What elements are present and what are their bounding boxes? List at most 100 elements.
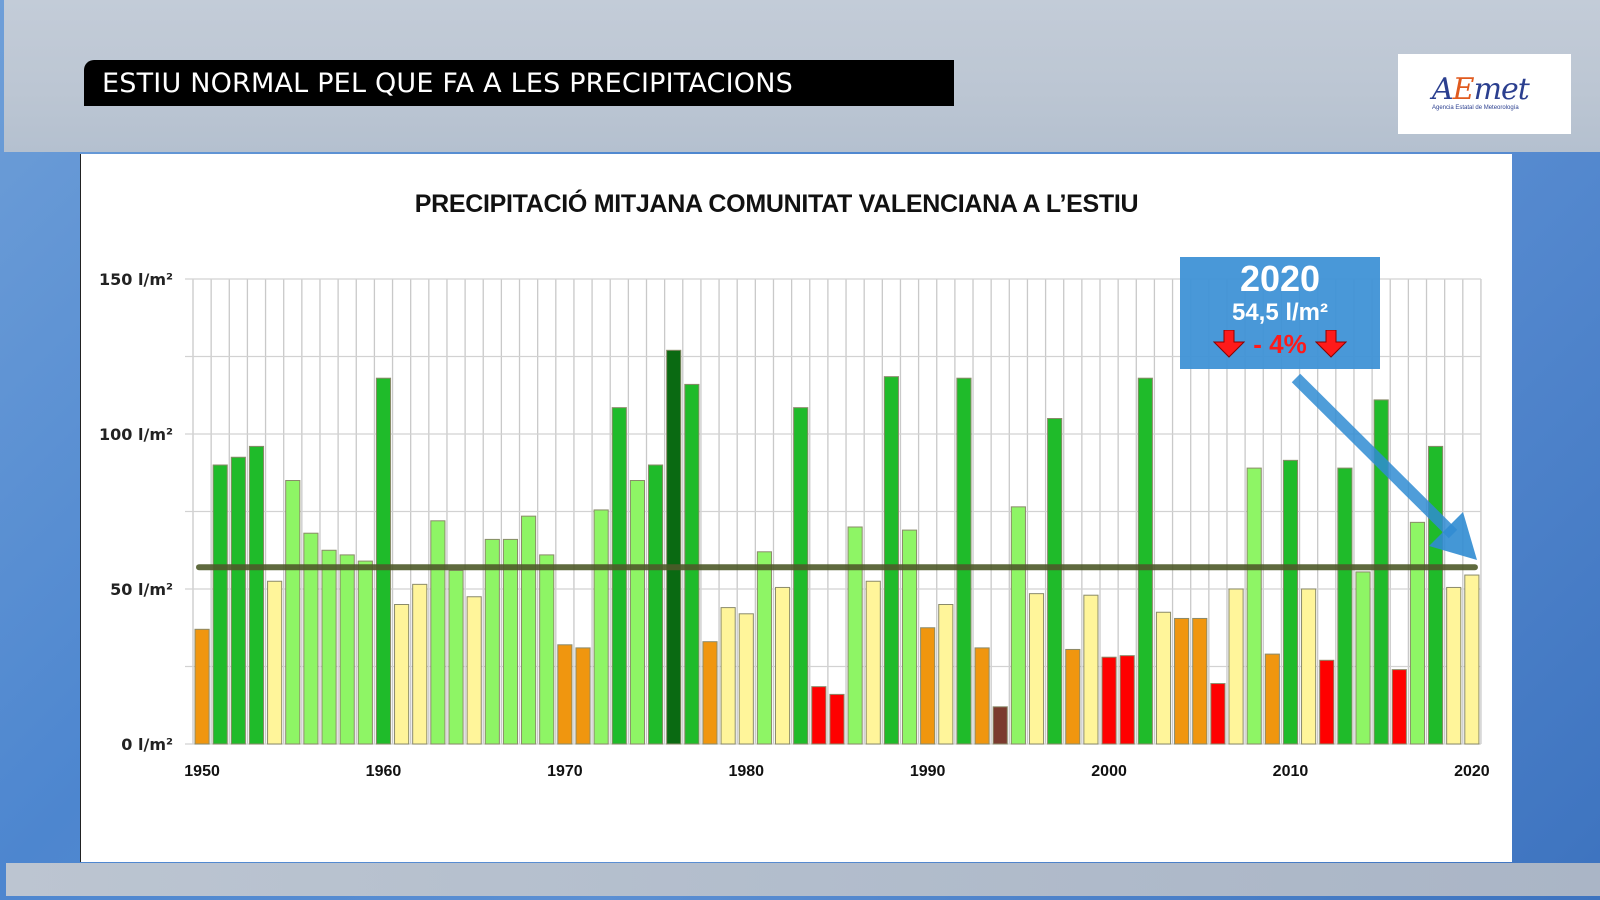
callout-delta: - 4% — [1253, 329, 1307, 359]
bar-1959 — [357, 560, 373, 745]
bar-1961 — [394, 604, 410, 745]
bar-1950 — [194, 628, 210, 745]
y-tick-label: 0 l/m² — [121, 735, 173, 754]
bar-2018 — [1428, 445, 1444, 745]
bar-1994 — [992, 706, 1008, 745]
bar-1972 — [593, 509, 609, 745]
bar-1995 — [1010, 506, 1026, 745]
bar-2014 — [1355, 571, 1371, 745]
bar-1970 — [557, 644, 573, 745]
bar-1954 — [267, 580, 283, 745]
callout-delta-row: - 4% — [1180, 327, 1380, 361]
x-tick-label: 2020 — [1454, 763, 1490, 780]
bar-1979 — [720, 607, 736, 745]
bar-1957 — [321, 549, 337, 745]
bar-2010 — [1282, 459, 1299, 745]
bar-2011 — [1301, 588, 1317, 745]
bar-1964 — [448, 569, 464, 745]
logo-letters-met: met — [1473, 72, 1530, 107]
bar-1966 — [484, 538, 500, 745]
bar-1993 — [974, 647, 990, 745]
bar-1955 — [285, 480, 301, 745]
bar-1960 — [375, 377, 392, 745]
bar-1986 — [847, 526, 863, 745]
bar-1997 — [1047, 418, 1063, 745]
x-tick-label: 1970 — [547, 763, 583, 780]
x-tick-label: 1990 — [910, 763, 946, 780]
bar-1974 — [629, 480, 645, 745]
x-tick-label: 2000 — [1091, 763, 1127, 780]
y-tick-label: 50 l/m² — [110, 580, 173, 599]
bar-2001 — [1119, 655, 1135, 745]
callout-value: 54,5 l/m² — [1231, 299, 1329, 326]
headline-text: ESTIU NORMAL PEL QUE FA A LES PRECIPITAC… — [102, 67, 793, 99]
bar-1951 — [212, 464, 228, 745]
y-tick-label: 150 l/m² — [99, 270, 173, 289]
bar-1980 — [738, 613, 754, 745]
bar-1992 — [956, 377, 972, 745]
bar-2012 — [1319, 659, 1335, 745]
logo-letter-e: E — [1452, 72, 1475, 107]
aemet-logo-icon: AEmet — [1432, 72, 1530, 107]
bar-2020 — [1464, 574, 1480, 745]
bar-1991 — [938, 604, 954, 745]
bar-2016 — [1391, 669, 1407, 745]
x-tick-label: 1950 — [184, 763, 220, 780]
bar-1973 — [611, 407, 627, 745]
bar-1984 — [811, 686, 827, 745]
bar-1953 — [248, 445, 265, 745]
bar-2002 — [1137, 377, 1153, 745]
red-down-arrow-icon — [1213, 330, 1246, 358]
blue-diagonal-arrow-icon — [1291, 373, 1477, 560]
bar-1977 — [684, 383, 700, 745]
bar-1990 — [920, 627, 936, 745]
aemet-logo: AEmet Agencia Estatal de Meteorología — [1398, 54, 1571, 134]
chart-title: PRECIPITACIÓ MITJANA COMUNITAT VALENCIAN… — [414, 190, 1139, 218]
bar-2007 — [1228, 588, 1244, 745]
bar-1962 — [412, 583, 428, 745]
bottom-band — [6, 863, 1600, 896]
bar-1989 — [901, 529, 918, 745]
bar-1996 — [1028, 593, 1045, 745]
bar-2015 — [1373, 399, 1389, 745]
bar-2008 — [1246, 467, 1262, 745]
bar-1976 — [666, 349, 682, 745]
bar-1956 — [303, 532, 319, 745]
bar-1983 — [793, 407, 809, 745]
y-axis-labels: 0 l/m² 50 l/m² 100 l/m² 150 l/m² — [99, 270, 173, 754]
x-tick-label: 1960 — [366, 763, 402, 780]
x-tick-label: 1980 — [728, 763, 764, 780]
headline-banner: ESTIU NORMAL PEL QUE FA A LES PRECIPITAC… — [84, 60, 954, 106]
bar-1987 — [865, 580, 881, 745]
bar-1982 — [774, 586, 791, 745]
bar-2005 — [1192, 617, 1208, 745]
bar-2013 — [1337, 467, 1353, 745]
bar-1963 — [430, 520, 446, 745]
bar-1981 — [756, 551, 772, 745]
bar-2009 — [1264, 653, 1280, 745]
bar-1998 — [1065, 648, 1081, 745]
callout-year: 2020 — [1239, 258, 1321, 299]
bar-1985 — [829, 693, 845, 745]
bar-2019 — [1446, 586, 1462, 745]
y-tick-label: 100 l/m² — [99, 425, 173, 444]
bar-2000 — [1101, 656, 1117, 745]
pointer-head — [1429, 512, 1477, 560]
bar-2006 — [1210, 683, 1226, 745]
callout-2020: 2020 54,5 l/m² - 4% — [1180, 257, 1380, 369]
bar-1952 — [230, 456, 246, 745]
chart-panel: PRECIPITACIÓ MITJANA COMUNITAT VALENCIAN… — [80, 154, 1512, 862]
x-axis-labels: 1950 1960 1970 1980 1990 2000 2010 2020 — [184, 763, 1489, 780]
bar-2003 — [1155, 611, 1172, 745]
bar-2004 — [1174, 617, 1190, 745]
bar-1968 — [521, 515, 537, 745]
bar-1967 — [502, 538, 519, 745]
logo-subtitle: Agencia Estatal de Meteorología — [1432, 105, 1519, 111]
bar-2017 — [1409, 521, 1426, 745]
pointer-shaft — [1291, 373, 1458, 539]
bar-1971 — [575, 647, 591, 745]
bar-1969 — [539, 554, 555, 745]
bar-1999 — [1083, 594, 1099, 745]
x-tick-label: 2010 — [1273, 763, 1309, 780]
